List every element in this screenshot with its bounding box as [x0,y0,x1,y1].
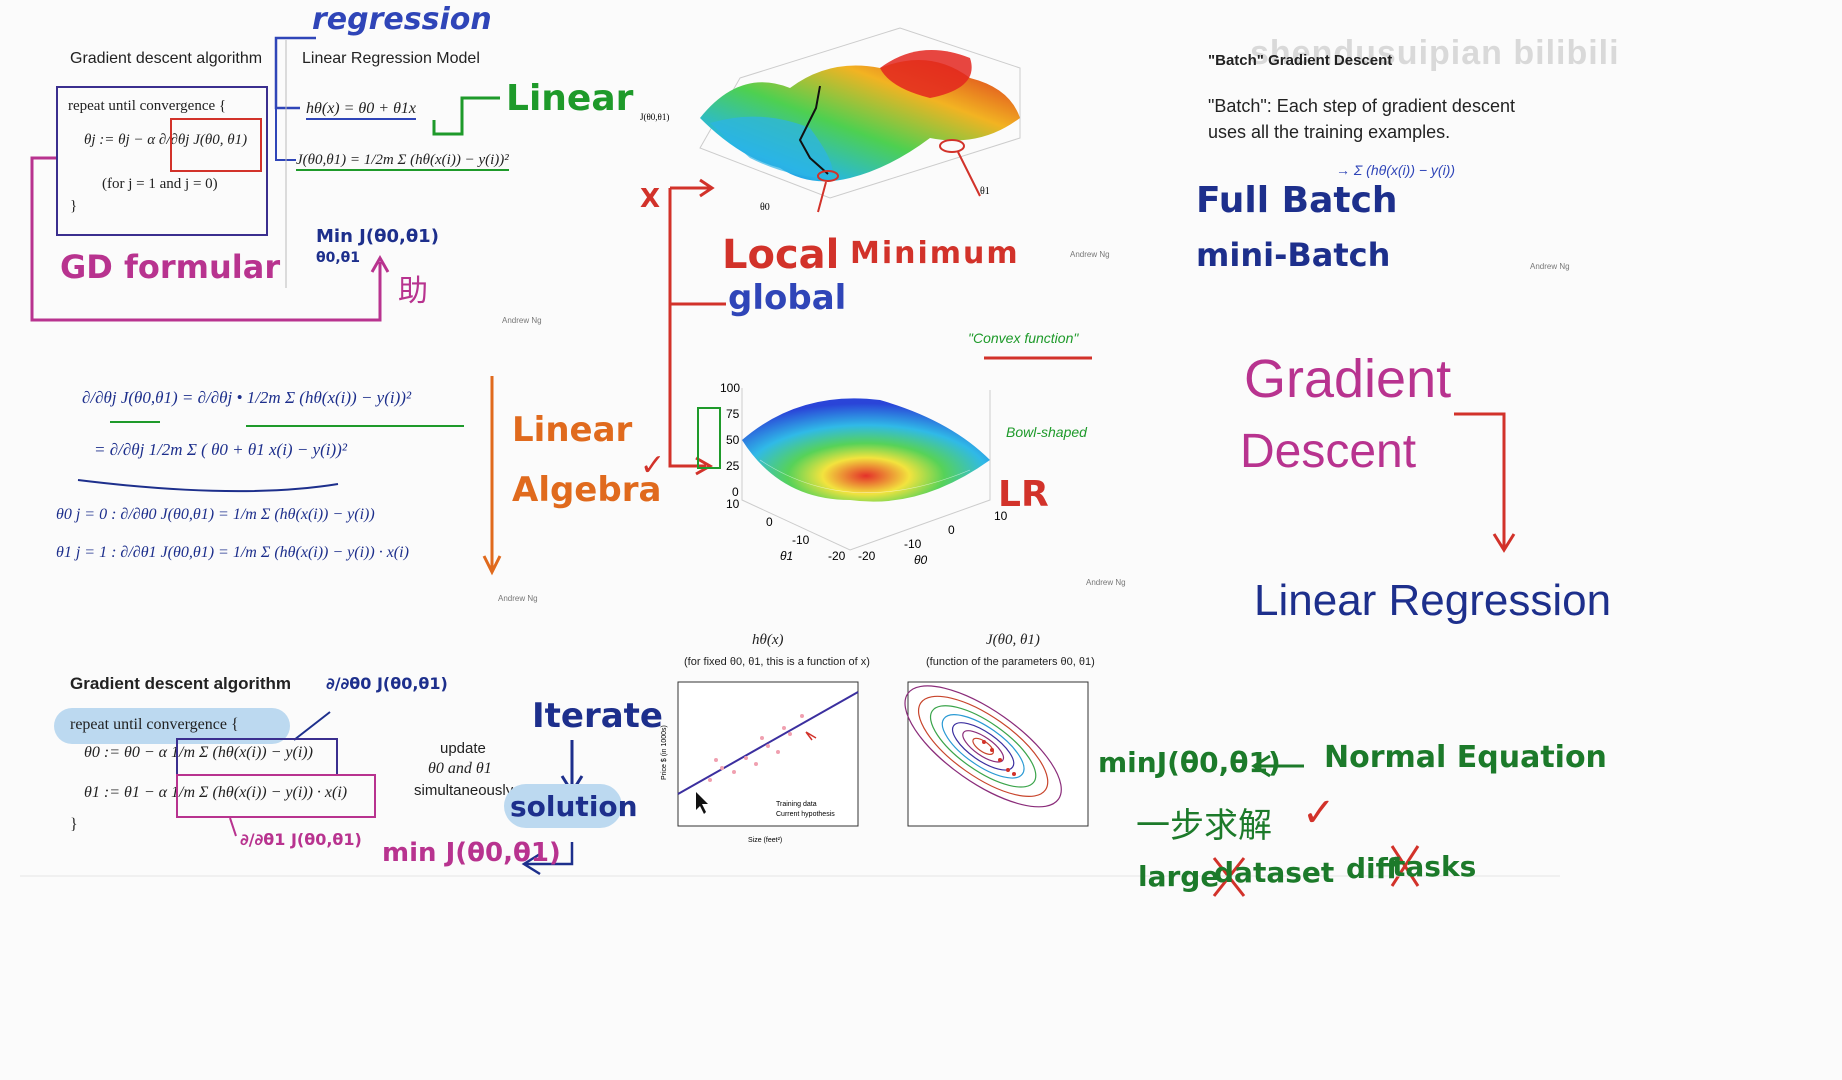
left-plot-sub: (for fixed θ0, θ1, this is a function of… [684,656,870,668]
credit-5: Andrew Ng [1530,262,1570,271]
credit-3: Andrew Ng [1070,250,1110,259]
derivation-line-3: θ0 j = 0 : ∂/∂θ0 J(θ0,θ1) = 1/m Σ (hθ(x(… [56,506,375,523]
nonconvex-surface: J(θ0,θ1) θ0 θ1 [640,27,1021,213]
update-3: simultaneously [414,782,514,799]
bowl-note: Bowl-shaped [1006,424,1087,440]
cost-function: J(θ0,θ1) = 1/2m Σ (hθ(x(i)) − y(i))² [296,152,509,171]
batch-desc-1: "Batch": Each step of gradient descent [1208,96,1515,116]
diff-note: diff [1346,852,1399,885]
derivation-line-4: θ1 j = 1 : ∂/∂θ1 J(θ0,θ1) = 1/m Σ (hθ(x(… [56,544,409,561]
normal-equation: Normal Equation [1324,740,1607,775]
bowl-tick-100: 100 [720,381,740,395]
regression-note: regression [312,2,492,37]
iterate-note: Iterate [532,696,663,736]
large-note: large [1138,860,1220,893]
for-line: (for j = 1 and j = 0) [102,176,218,192]
right-minj: minJ(θ0,θ1) [1098,746,1281,779]
linear-algebra-2: Algebra [512,470,662,510]
bottom-minj: min J(θ0,θ1) [382,838,561,868]
left-legend-1: Training data [776,801,817,808]
derivation-line-1: ∂/∂θj J(θ0,θ1) = ∂/∂θj • 1/2m Σ (hθ(x(i)… [82,388,412,407]
x-mark: X [640,184,661,214]
repeat-line: repeat until convergence { [68,98,227,114]
sum-note: → Σ (hθ(x(i)) − y(i)) [1336,162,1456,178]
bowl-tick-75: 75 [726,407,740,421]
minimum-note: Minimum [850,236,1020,271]
bottom-close: } [70,816,78,833]
theta1-box [176,774,376,818]
update-1: update [440,740,486,757]
one-step-note: 一步求解 [1136,807,1272,845]
local-note: Local [722,232,840,278]
lr-title: Linear Regression Model [302,50,480,67]
bowl-theta1: θ1 [780,549,793,563]
hypothesis-plot: Price $ (in 1000s) Size (feet²) Training… [661,681,859,844]
one-step-check: ✓ [1302,790,1336,836]
credit-4: Andrew Ng [1086,578,1126,587]
batch-desc-2: uses all the training examples. [1208,122,1451,142]
surface-zlabel: θ1 [980,186,990,197]
credit-1: Andrew Ng [502,316,542,325]
credit-2: Andrew Ng [498,594,538,603]
left-legend-2: Current hypothesis [776,811,835,818]
surface-xlabel: θ0 [760,202,770,213]
surface-ylabel: J(θ0,θ1) [640,112,669,122]
derivative-highlight [170,118,262,172]
left-ylabel: Price $ (in 1000s) [661,725,668,780]
bowl-axis2-a: -20 [858,549,876,563]
bowl-tick-50: 50 [726,433,740,447]
bowl-axis1-c: -20 [828,549,846,563]
min-sub: θ0,θ1 [316,250,361,266]
close-brace: } [70,198,78,214]
gradient-note: Gradient [1244,349,1452,409]
bottom-gd-title: Gradient descent algorithm [70,674,292,693]
linear-algebra-1: Linear [512,410,633,450]
d1-note: ∂/∂θ1 J(θ0,θ1) [240,830,362,849]
update-2: θ0 and θ1 [428,760,492,777]
bottom-theta0: θ0 := θ0 − α 1/m Σ (hθ(x(i)) − y(i)) [84,744,313,761]
bowl-theta0: θ0 [914,553,928,567]
linear-regression-note: Linear Regression [1254,576,1612,625]
lr-note: LR [998,474,1049,515]
help-note: 助 [398,275,428,308]
bowl-tick-10: 10 [726,497,740,511]
solution-note: solution [510,790,638,823]
mini-batch: mini-Batch [1196,236,1391,274]
bowl-tick-25: 25 [726,459,740,473]
hypothesis: hθ(x) = θ0 + θ1x [306,100,417,120]
bowl-axis2-d: 10 [994,509,1008,523]
bowl-axis2-c: 0 [948,523,955,537]
gd-formular-note: GD formular [60,248,281,286]
gd-title: Gradient descent algorithm [70,50,263,67]
convex-note: "Convex function" [968,330,1079,346]
left-xlabel: Size (feet²) [748,837,782,844]
d0-note: ∂/∂θ0 J(θ0,θ1) [326,674,448,693]
bowl-tick-0: 0 [732,485,739,499]
global-note: global [728,278,847,318]
descent-note: Descent [1240,425,1417,478]
derivation-line-2: = ∂/∂θj 1/2m Σ ( θ0 + θ1 x(i) − y(i))² [94,440,347,459]
contour-plot [904,681,1089,827]
tasks-note: tasks [1392,850,1477,883]
left-plot-title: hθ(x) [752,632,784,648]
solution-highlight [504,784,622,828]
bottom-repeat: repeat until convergence { [70,716,239,733]
right-plot-sub: (function of the parameters θ0, θ1) [926,656,1095,668]
update-line: θj := θj − α ∂/∂θj J(θ0, θ1) [84,132,248,148]
theta0-box [176,738,338,776]
bowl-axis1-b: -10 [792,533,810,547]
dataset-note: dataset [1214,856,1335,889]
min-note: Min J(θ0,θ1) [316,226,439,247]
batch-title: "Batch" Gradient Descent [1208,52,1393,69]
linear-note: Linear [506,78,634,119]
convex-bowl-surface: 100 75 50 25 0 10 0 -10 -20 -20 -10 0 10… [697,381,1008,567]
watermark: shendusuipian bilibili [1250,34,1620,72]
bottom-theta1: θ1 := θ1 − α 1/m Σ (hθ(x(i)) − y(i)) · x… [84,784,348,801]
right-plot-title: J(θ0, θ1) [986,632,1040,648]
full-batch: Full Batch [1196,180,1398,221]
bowl-axis2-b: -10 [904,537,922,551]
bowl-axis1-a: 0 [766,515,773,529]
check-mark: ✓ [640,448,666,483]
